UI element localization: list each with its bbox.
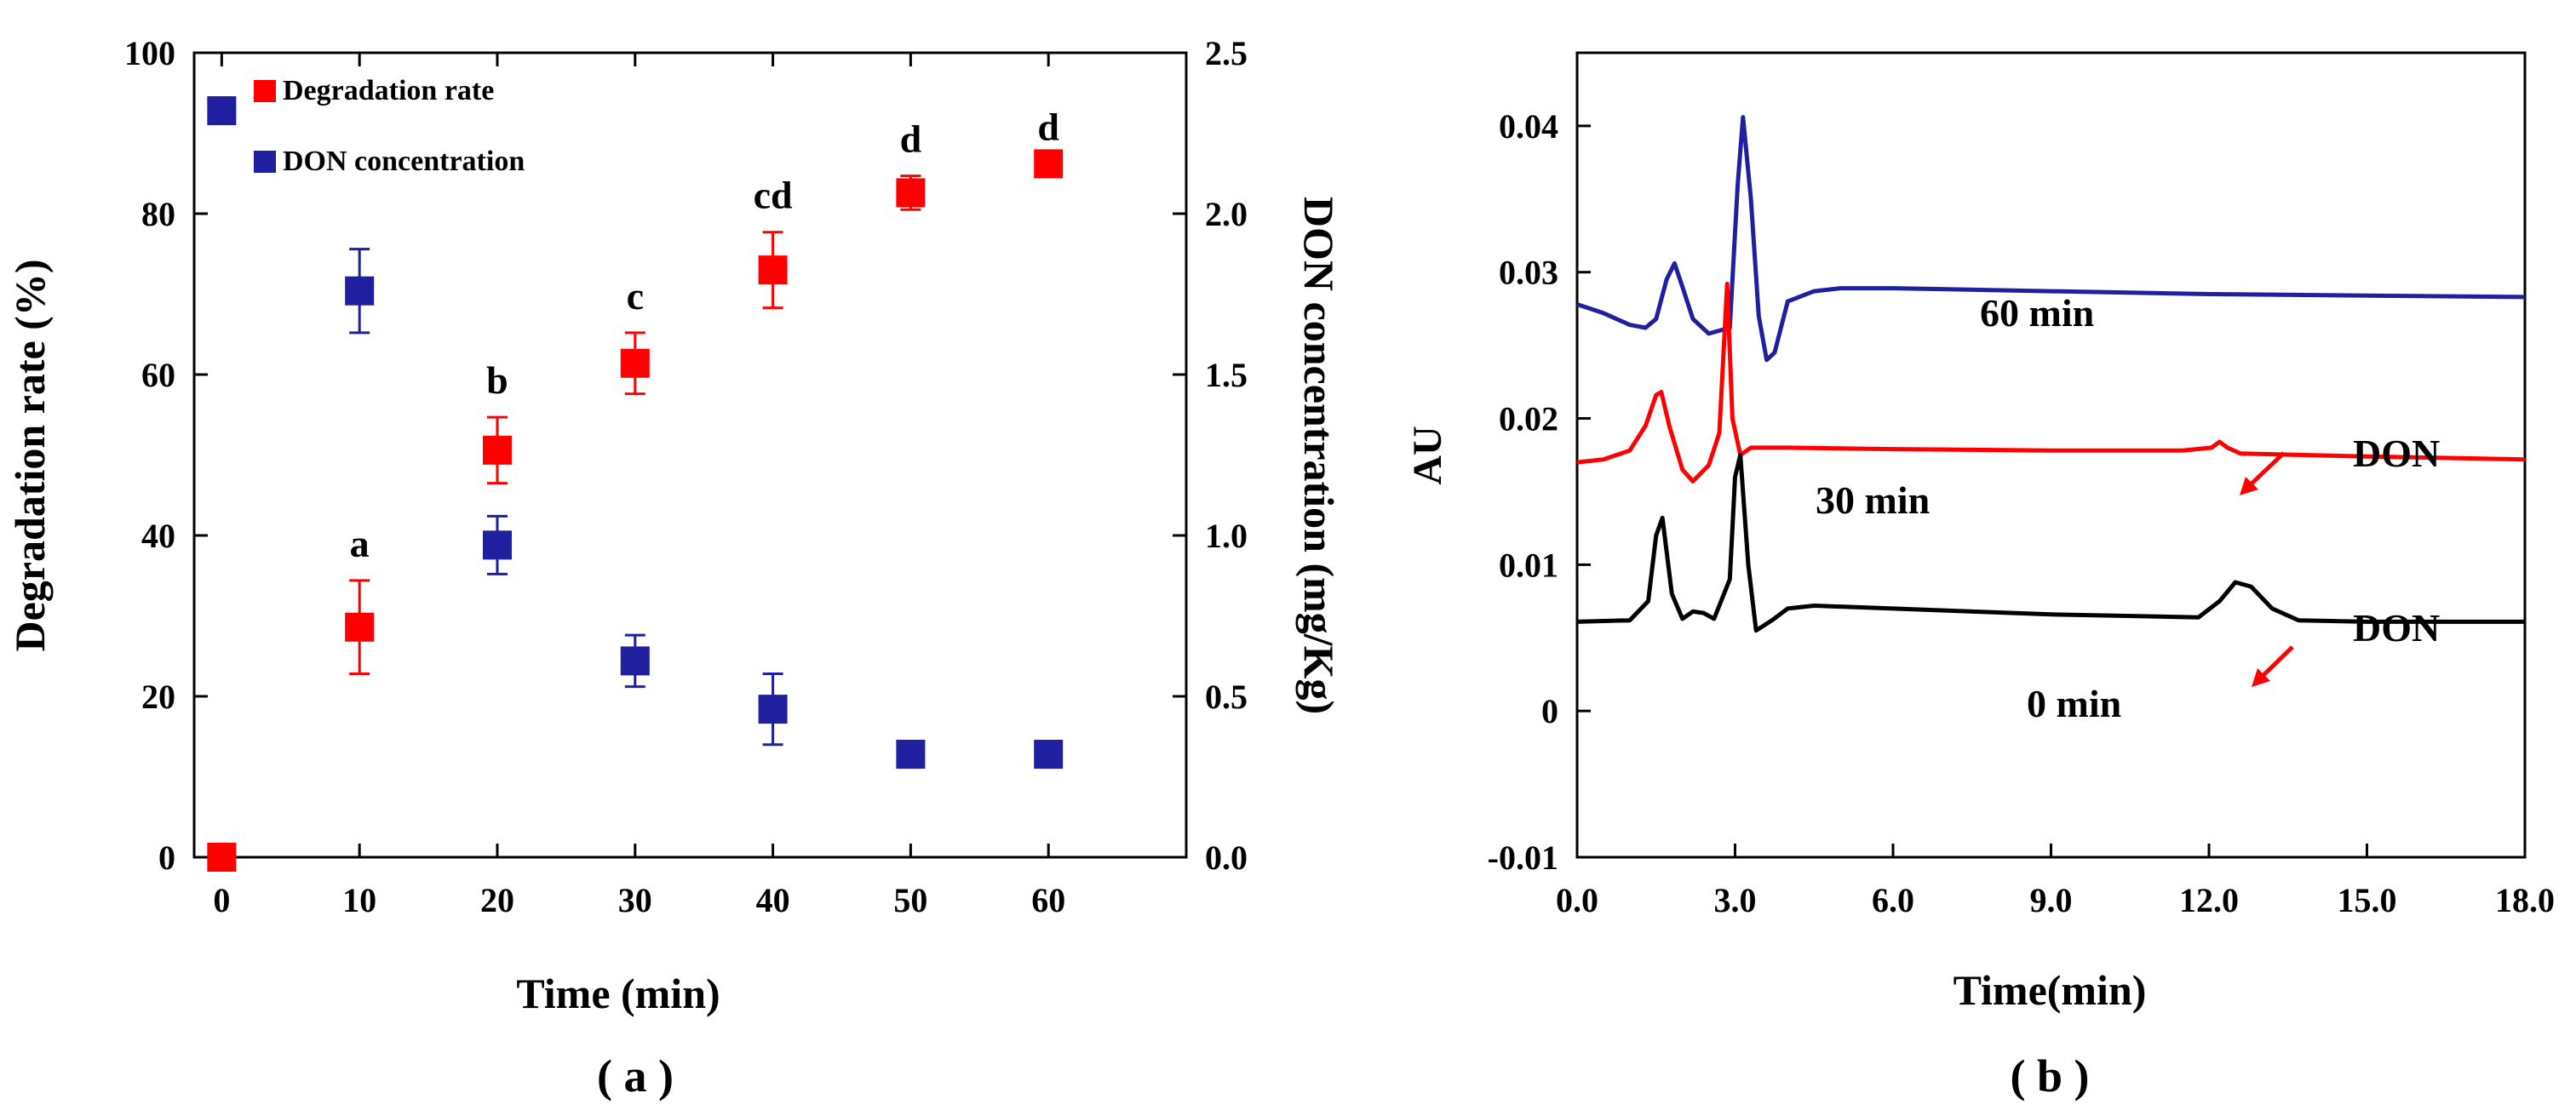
- x-tick-label: 9.0: [2030, 881, 2073, 919]
- right-y-tick-label: 0.0: [1205, 838, 1248, 877]
- panel-b-label: ( b ): [2011, 1050, 2090, 1102]
- point-degradation-rate: [345, 612, 375, 642]
- significance-letter: c: [627, 274, 644, 318]
- panel-a-significance-letters: a b c cd d d: [350, 105, 1060, 565]
- point-don-concentration: [482, 530, 512, 560]
- x-tick-label: 30: [618, 881, 652, 919]
- right-y-tick-label: 0.5: [1205, 678, 1248, 716]
- panel-b-y-axis-label: AU: [1405, 426, 1450, 484]
- x-tick-label: 12.0: [2179, 881, 2239, 919]
- panel-a: 0 10 20 30 40 50 60 0 20 40 60 80 100 0.0 0.5 1.0 1.5 2…: [6, 34, 1343, 1102]
- significance-letter: d: [1037, 105, 1059, 148]
- annotation-don-30-min: DON: [2353, 432, 2440, 475]
- significance-letter: b: [486, 358, 508, 402]
- panel-a-right-y-ticks: 0.0 0.5 1.0 1.5 2.0 2.5: [1173, 34, 1248, 877]
- x-tick-label: 0.0: [1556, 881, 1598, 919]
- y-tick-label: 0.01: [1499, 546, 1558, 584]
- point-don-concentration: [1034, 740, 1064, 770]
- point-degradation-rate: [482, 435, 512, 465]
- right-y-tick-label: 1.5: [1205, 356, 1248, 394]
- y-tick-label: 20: [141, 678, 175, 716]
- x-tick-label: 0: [213, 881, 230, 919]
- significance-letter: cd: [754, 174, 793, 217]
- point-degradation-rate: [620, 348, 650, 378]
- legend-label-degradation-rate: Degradation rate: [283, 75, 494, 106]
- panel-a-x-ticks: 0 10 20 30 40 50 60: [213, 53, 1065, 919]
- panel-a-right-y-axis-label: DON concentration (mg/Kg): [1295, 197, 1343, 714]
- x-tick-label: 50: [893, 881, 927, 919]
- point-don-concentration: [896, 740, 926, 770]
- trace-60-min: [1576, 115, 2526, 363]
- trace-30-min: [1576, 282, 2526, 484]
- legend-swatch-don-concentration: [254, 151, 276, 173]
- right-y-tick-label: 2.5: [1205, 34, 1248, 72]
- panel-b-x-axis-label: Time(min): [1954, 966, 2147, 1014]
- series-label-60-min: 60 min: [1980, 291, 2094, 335]
- y-tick-label: 0.02: [1499, 400, 1558, 438]
- x-tick-label: 60: [1031, 881, 1065, 919]
- x-tick-label: 3.0: [1714, 881, 1757, 919]
- point-don-concentration: [620, 646, 650, 676]
- panel-a-legend: Degradation rate DON concentration: [254, 75, 525, 177]
- panel-b: 0.0 3.0 6.0 9.0 12.0 15.0 18.0 -0.01 0 0.01 0.02 0…: [1405, 51, 2555, 1102]
- x-tick-label: 18.0: [2495, 881, 2555, 919]
- point-degradation-rate: [896, 178, 926, 208]
- point-degradation-rate: [207, 843, 237, 872]
- annotation-arrow-0-min: [2252, 645, 2294, 687]
- series-label-0-min: 0 min: [2027, 682, 2121, 725]
- panel-b-y-ticks: -0.01 0 0.01 0.02 0.03 0.04: [1488, 107, 1591, 877]
- panel-b-chromatogram-traces: [1576, 115, 2526, 633]
- annotation-don-0-min: DON: [2353, 606, 2440, 650]
- panel-a-left-y-axis-label: Degradation rate (%): [6, 260, 54, 652]
- panel-b-x-ticks: 0.0 3.0 6.0 9.0 12.0 15.0 18.0: [1556, 844, 2555, 919]
- y-tick-label: 0: [158, 838, 175, 877]
- panel-a-plot-frame: [192, 51, 1188, 859]
- y-tick-label: 100: [124, 34, 175, 72]
- point-don-concentration: [207, 96, 237, 126]
- x-tick-label: 15.0: [2338, 881, 2397, 919]
- right-y-tick-label: 1.0: [1205, 517, 1248, 555]
- significance-letter: d: [900, 117, 922, 161]
- point-degradation-rate: [1034, 149, 1064, 179]
- x-tick-label: 20: [480, 881, 514, 919]
- panel-a-y-ticks: 0 20 40 60 80 100: [124, 34, 208, 877]
- y-tick-label: 0.04: [1499, 107, 1558, 146]
- panel-a-points: [207, 96, 1064, 872]
- legend-swatch-degradation-rate: [254, 80, 276, 102]
- point-degradation-rate: [758, 255, 788, 285]
- y-tick-label: 60: [141, 356, 175, 394]
- legend-label-don-concentration: DON concentration: [283, 146, 525, 177]
- y-tick-label: 40: [141, 517, 175, 555]
- panel-a-x-axis-label: Time (min): [516, 970, 720, 1017]
- series-label-30-min: 30 min: [1816, 478, 1930, 522]
- significance-letter: a: [350, 522, 370, 565]
- point-don-concentration: [758, 695, 788, 724]
- y-tick-label: 80: [141, 195, 175, 233]
- right-y-tick-label: 2.0: [1205, 195, 1248, 233]
- x-tick-label: 10: [342, 881, 376, 919]
- x-tick-label: 6.0: [1872, 881, 1914, 919]
- trace-0-min: [1576, 453, 2525, 633]
- y-tick-label: 0: [1541, 692, 1558, 730]
- annotation-arrow-30-min: [2240, 451, 2286, 495]
- y-tick-label: -0.01: [1488, 838, 1558, 877]
- panel-a-label: ( a ): [597, 1050, 674, 1102]
- x-tick-label: 40: [756, 881, 790, 919]
- point-don-concentration: [345, 276, 375, 306]
- panel-a-error-bars: [349, 175, 921, 769]
- y-tick-label: 0.03: [1499, 254, 1558, 292]
